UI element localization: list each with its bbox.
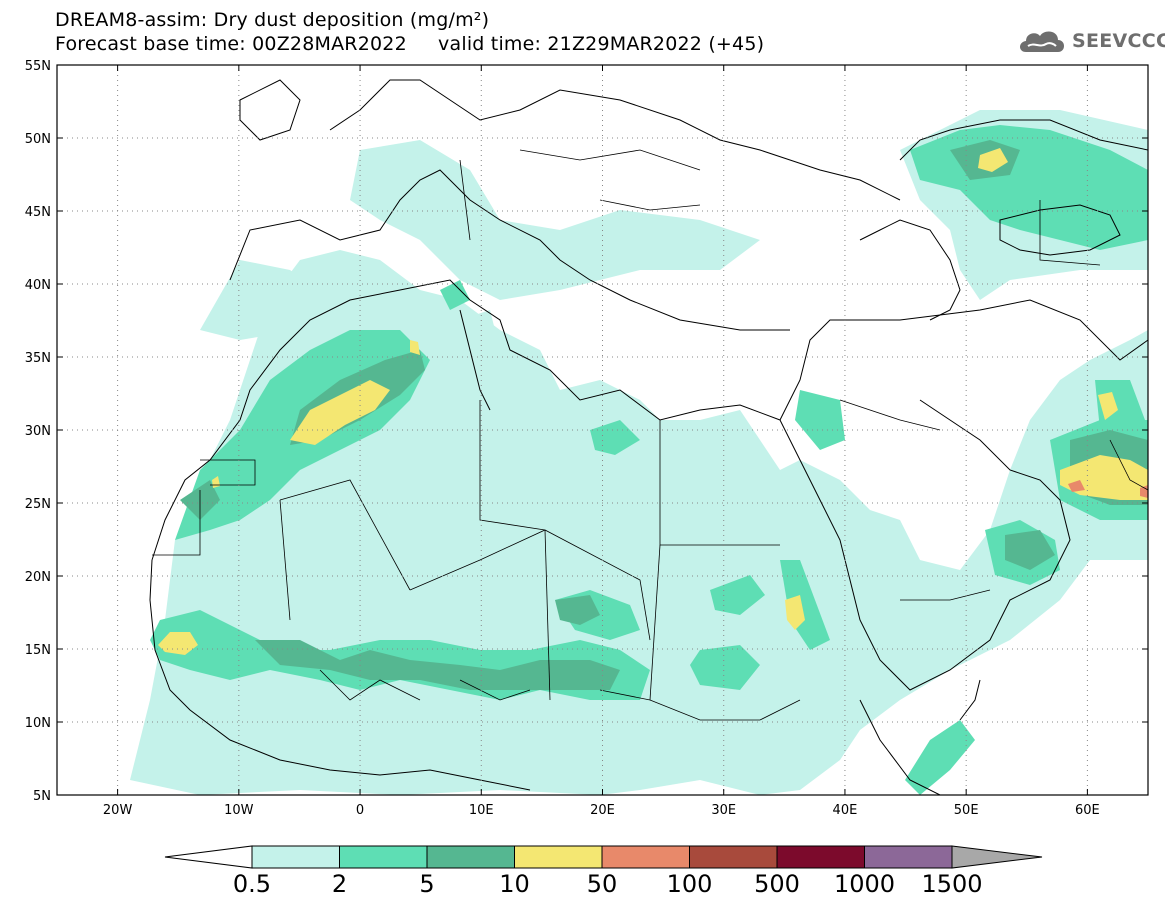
colorbar-high-arrow: [951, 845, 1043, 869]
lon-tick-label: 50E: [954, 803, 979, 818]
colorbar-segment: [339, 845, 428, 869]
colorbar-label: 500: [754, 870, 800, 898]
lat-tick-label: 55N: [25, 59, 51, 74]
lon-tick-label: 40E: [833, 803, 858, 818]
lat-tick-label: 50N: [25, 132, 51, 147]
lat-tick-label: 45N: [25, 205, 51, 220]
lat-tick-label: 30N: [25, 424, 51, 439]
colorbar-segment: [601, 845, 690, 869]
colorbar-segment: [689, 845, 778, 869]
colorbar-label: 100: [667, 870, 713, 898]
lat-tick-label: 25N: [25, 497, 51, 512]
latitude-labels: 55N 50N 45N 40N 35N 30N 25N 20N 15N 10N 5N: [25, 59, 51, 804]
colorbar-label: 2: [332, 870, 347, 898]
map-gridlines: [57, 65, 1148, 795]
lon-tick-label: 0: [356, 803, 364, 818]
colorbar-segment: [251, 845, 340, 869]
colorbar: [164, 845, 1043, 869]
colorbar-segment: [864, 845, 953, 869]
lat-tick-label: 5N: [33, 789, 51, 804]
lat-tick-label: 40N: [25, 278, 51, 293]
colorbar-segment: [776, 845, 865, 869]
lat-tick-label: 20N: [25, 570, 51, 585]
colorbar-label: 50: [587, 870, 618, 898]
lon-tick-label: 60E: [1075, 803, 1100, 818]
lon-tick-label: 10W: [224, 803, 254, 818]
seevccc-logo: SEEVCCC: [1016, 26, 1165, 56]
contour-50-100: [1068, 480, 1148, 498]
axis-ticks: [57, 64, 1148, 796]
lon-tick-label: 20W: [103, 803, 133, 818]
lat-tick-label: 15N: [25, 643, 51, 658]
map-title: DREAM8-assim: Dry dust deposition (mg/m²…: [55, 9, 490, 31]
lon-tick-label: 20E: [590, 803, 615, 818]
longitude-labels: 20W 10W 0 10E 20E 30E 40E 50E 60E: [103, 803, 1100, 818]
colorbar-label: 1000: [834, 870, 895, 898]
colorbar-segment: [514, 845, 603, 869]
colorbar-labels: 0.5 2 5 10 50 100 500 1000 1500: [233, 870, 983, 898]
logo-text: SEEVCCC: [1072, 30, 1165, 52]
colorbar-segment: [426, 845, 515, 869]
lon-tick-label: 10E: [469, 803, 494, 818]
colorbar-label: 10: [499, 870, 530, 898]
colorbar-label: 0.5: [233, 870, 271, 898]
deposition-contours: [130, 110, 1148, 795]
coastlines: [149, 79, 1148, 795]
country-borders: [152, 149, 1148, 721]
cloud-icon: [1020, 31, 1064, 52]
lat-tick-label: 35N: [25, 351, 51, 366]
lat-tick-label: 10N: [25, 716, 51, 731]
lon-tick-label: 30E: [711, 803, 736, 818]
colorbar-label: 5: [419, 870, 434, 898]
forecast-time-line: Forecast base time: 00Z28MAR2022 valid t…: [55, 33, 765, 55]
colorbar-label: 1500: [921, 870, 982, 898]
colorbar-low-arrow: [164, 845, 253, 869]
